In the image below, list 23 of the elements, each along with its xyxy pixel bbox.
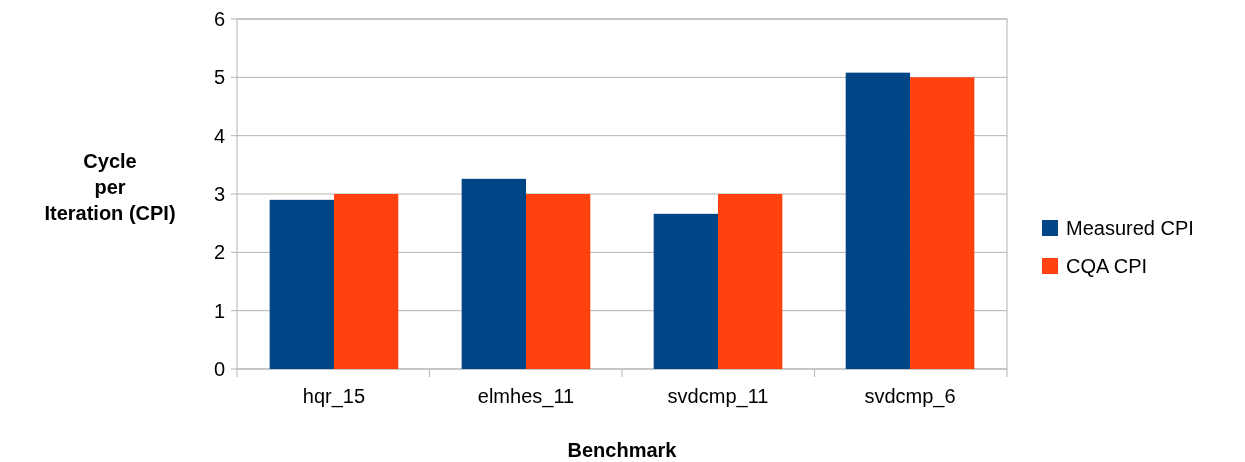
x-tick-label: svdcmp_6: [864, 385, 956, 408]
bar: [269, 199, 334, 369]
y-tick-label: 5: [213, 66, 225, 89]
bar: [653, 213, 719, 369]
bar: [333, 194, 399, 369]
bar: [845, 72, 911, 369]
y-tick-label: 4: [213, 124, 225, 147]
y-tick-label: 3: [213, 183, 225, 205]
y-tick-label: 1: [213, 299, 225, 322]
bar: [718, 194, 783, 369]
x-axis-title: Benchmark: [567, 439, 678, 461]
y-tick-label: 0: [213, 358, 225, 380]
bar: [525, 194, 591, 369]
legend-label: Measured CPI: [1066, 217, 1194, 239]
y-tick-label: 2: [213, 241, 225, 264]
x-tick-label: svdcmp_11: [667, 385, 769, 408]
bar: [910, 77, 975, 369]
y-axis-title: Cycle per Iteration (CPI): [44, 150, 176, 224]
x-tick-label: hqr_15: [302, 385, 366, 408]
y-tick-label: 6: [213, 8, 225, 30]
x-tick-label: elmhes_11: [477, 385, 575, 408]
legend-label: CQA CPI: [1066, 255, 1148, 277]
bar: [461, 178, 526, 369]
